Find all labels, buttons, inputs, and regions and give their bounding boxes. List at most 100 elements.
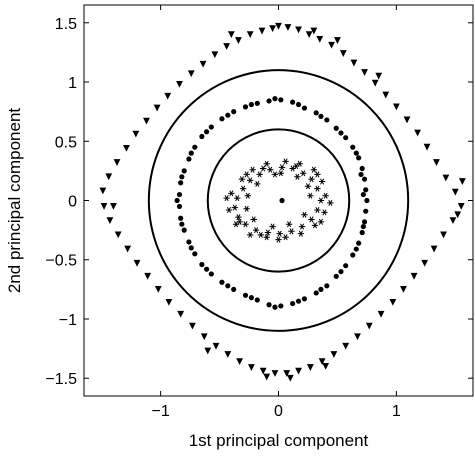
triangle-point [132,130,140,138]
dot-point [225,112,231,118]
triangle-point [284,24,292,31]
star-point [271,171,279,178]
star-point [263,234,270,241]
triangle-point [247,364,255,371]
x-tick-label: 1 [392,403,401,420]
star-point [311,222,319,229]
triangle-point [342,342,350,350]
dot-point [363,208,369,214]
triangle-point [100,203,108,210]
star-point [321,209,328,216]
triangle-point [283,370,291,377]
star-point [231,204,239,211]
dot-point [361,219,368,225]
dot-point [272,304,278,310]
x-tick-label: −1 [151,403,169,420]
star-point [259,165,267,172]
triangle-point [421,259,429,267]
dot-point [248,101,254,108]
star-point [277,170,285,177]
x-axis-label: 1st principal component [189,431,369,450]
triangle-point [99,187,107,195]
dot-point [290,99,296,105]
dot-point [192,251,198,257]
triangle-point [211,51,219,59]
dot-point [356,155,362,161]
triangle-point [224,351,232,358]
ticks: −1 0 1 1.5 1 0.5 0 −0.5 −1 −1.5 [45,5,473,420]
star-point [298,223,306,230]
star-point [317,218,325,225]
triangle-point [316,35,324,43]
dot-point [338,268,344,275]
triangle-point [165,298,173,306]
star-point [242,221,249,228]
star-point [314,171,321,178]
star-point [235,214,242,221]
triangle-point [354,333,361,341]
dot-point [324,117,330,123]
triangle-point [164,92,172,100]
dot-point [313,110,319,116]
triangle-point [375,72,383,80]
y-tick-label: 0 [68,194,77,211]
reference-circle [206,128,351,273]
dot-point [343,135,349,141]
triangle-point [223,43,231,50]
y-tick-label: −1 [59,312,77,329]
star-point [307,192,314,199]
triangle-point [286,374,294,382]
star-point [239,185,247,192]
triangle-point [144,272,152,280]
dot-point [266,302,272,308]
dot-point [343,263,349,269]
triangle-point [361,69,368,76]
dot-point [231,109,237,115]
star-point [247,231,254,238]
triangle-point [275,22,282,30]
triangle-point [154,285,162,293]
dot-point [174,197,180,204]
dot-point [208,124,214,130]
star-point [297,230,305,237]
y-axis-label: 2nd principal component [5,108,24,294]
triangle-point [322,362,330,370]
y-tick-label: −1.5 [45,371,77,388]
star-point [310,166,318,173]
star-point [225,206,233,214]
dot-point [179,174,185,180]
reference-circle [147,69,410,332]
dot-point [295,298,302,304]
star-point [318,178,326,185]
triangle-point [200,333,208,341]
dot-point [353,246,359,252]
dot-point [290,300,296,307]
triangle-point [328,41,335,49]
dot-point [278,303,284,309]
star-point [252,227,260,234]
dot-point [179,221,185,227]
y-tick-label: 1.5 [55,16,77,33]
dot-point [295,101,302,108]
dot-point [225,283,231,289]
triangle-point [433,159,440,166]
star-point [263,160,270,167]
dot-point [324,283,330,289]
triangle-point [295,367,302,375]
dot-point [176,203,183,210]
star-point [327,199,334,206]
star-point [304,183,312,190]
triangle-point [451,188,459,196]
triangle-point [305,31,313,39]
star-point [308,216,315,223]
star-point [234,195,241,202]
triangle-point [423,143,431,151]
dot-point [363,187,369,193]
triangle-point [410,272,418,280]
star-point [257,231,265,238]
triangle-point [176,80,183,88]
reference-circles [147,69,410,332]
triangle-point [187,70,195,78]
y-tick-label: 0.5 [55,134,77,151]
triangle-point [365,322,373,330]
